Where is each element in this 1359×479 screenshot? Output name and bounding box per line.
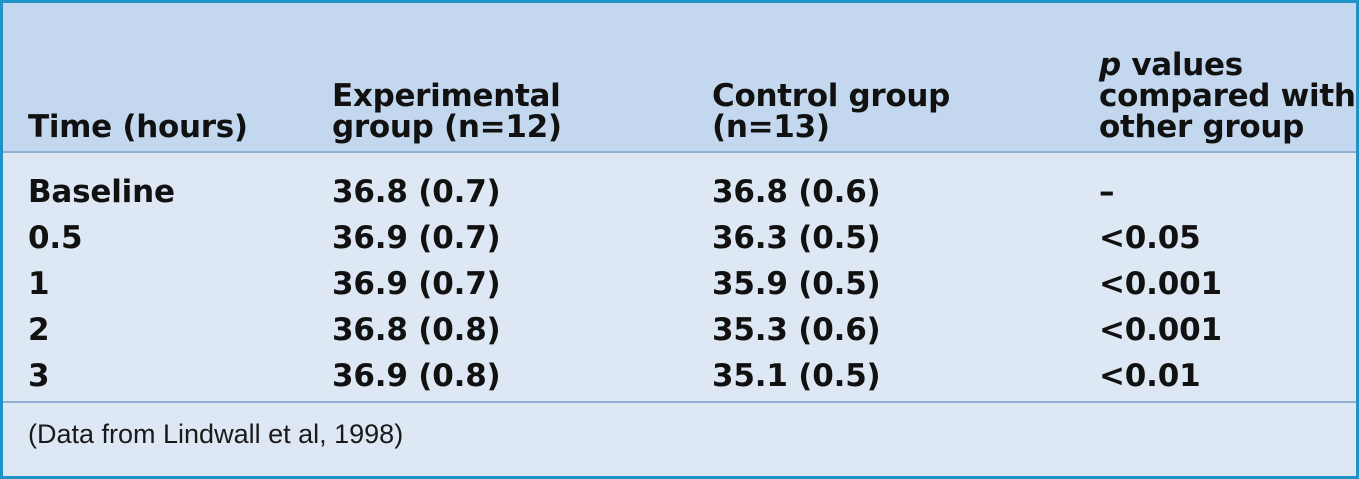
cell-time: Baseline	[28, 174, 175, 210]
cell-control: 36.8 (0.6)	[712, 174, 881, 210]
cell-p-value: <0.001	[1099, 312, 1222, 348]
cell-p-value: <0.01	[1099, 358, 1201, 394]
header-p-values-line-1: p values	[1099, 50, 1356, 81]
cell-control: 35.3 (0.6)	[712, 312, 881, 348]
cell-control: 35.1 (0.5)	[712, 358, 881, 394]
cell-control: 36.3 (0.5)	[712, 220, 881, 256]
cell-time: 2	[28, 312, 50, 348]
cell-experimental: 36.8 (0.7)	[332, 174, 501, 210]
header-p-values: p values compared with other group	[1099, 50, 1356, 143]
table-row: 0.5 36.9 (0.7) 36.3 (0.5) <0.05	[3, 215, 1356, 261]
cell-time: 3	[28, 358, 50, 394]
cell-p-value: <0.001	[1099, 266, 1222, 302]
table-row: 1 36.9 (0.7) 35.9 (0.5) <0.001	[3, 261, 1356, 307]
cell-experimental: 36.9 (0.7)	[332, 220, 501, 256]
header-p-italic: p	[1099, 47, 1121, 83]
header-experimental: Experimental group (n=12)	[332, 81, 562, 143]
cell-experimental: 36.8 (0.8)	[332, 312, 501, 348]
cell-control: 35.9 (0.5)	[712, 266, 881, 302]
cell-time: 1	[28, 266, 50, 302]
cell-experimental: 36.9 (0.7)	[332, 266, 501, 302]
cell-experimental: 36.9 (0.8)	[332, 358, 501, 394]
cell-time: 0.5	[28, 220, 83, 256]
table-row: Baseline 36.8 (0.7) 36.8 (0.6) –	[3, 169, 1356, 215]
header-time: Time (hours)	[28, 112, 248, 143]
header-time-label: Time (hours)	[28, 109, 248, 145]
table-header: Time (hours) Experimental group (n=12) C…	[3, 3, 1356, 153]
header-control: Control group (n=13)	[712, 81, 950, 143]
header-p-values-line-3: other group	[1099, 109, 1305, 145]
cell-p-value: –	[1099, 174, 1115, 210]
header-p-values-line-2: compared with	[1099, 78, 1356, 114]
header-experimental-line-2: group (n=12)	[332, 109, 562, 145]
header-experimental-line-1: Experimental	[332, 78, 561, 114]
cell-p-value: <0.05	[1099, 220, 1201, 256]
table-row: 2 36.8 (0.8) 35.3 (0.6) <0.001	[3, 307, 1356, 353]
table-row: 3 36.9 (0.8) 35.1 (0.5) <0.01	[3, 353, 1356, 399]
table-body: Baseline 36.8 (0.7) 36.8 (0.6) – 0.5 36.…	[3, 153, 1356, 403]
header-control-line-2: (n=13)	[712, 109, 830, 145]
table-footnote: (Data from Lindwall et al, 1998)	[28, 419, 404, 449]
header-control-line-1: Control group	[712, 78, 951, 114]
header-p-values-word: values	[1120, 47, 1243, 83]
